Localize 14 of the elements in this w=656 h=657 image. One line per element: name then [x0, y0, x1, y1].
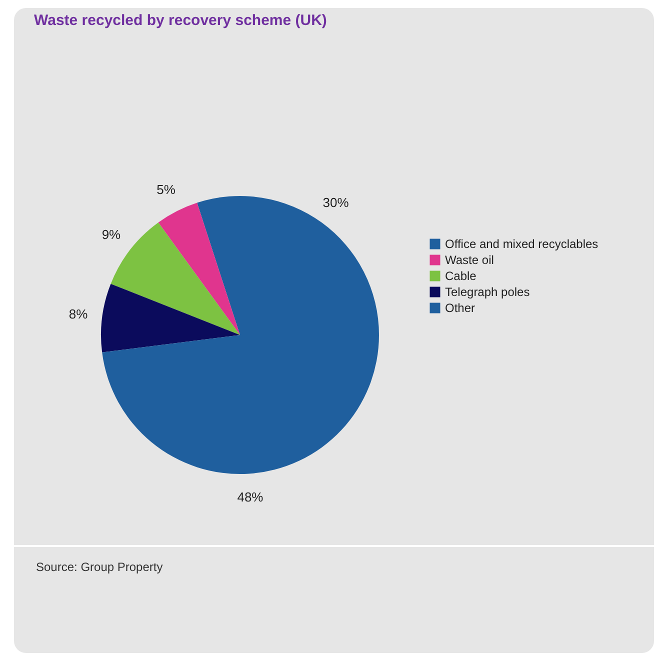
data-label: 8% [68, 306, 88, 322]
pie-slice [158, 202, 240, 335]
legend-label: Waste oil [445, 253, 494, 267]
data-label: 48% [237, 490, 264, 505]
chart-title: Waste recycled by recovery scheme (UK) [34, 12, 327, 29]
legend-label: Other [445, 301, 476, 315]
data-label: 9% [102, 227, 122, 242]
legend-label: Telegraph poles [445, 285, 530, 299]
legend-label: Cable [445, 269, 477, 283]
data-label: 5% [156, 182, 176, 197]
data-label: 30% [322, 195, 350, 210]
pie-slice [101, 284, 240, 352]
source-note: Source: Group Property [36, 560, 163, 574]
legend-label: Office and mixed recyclables [445, 237, 598, 251]
